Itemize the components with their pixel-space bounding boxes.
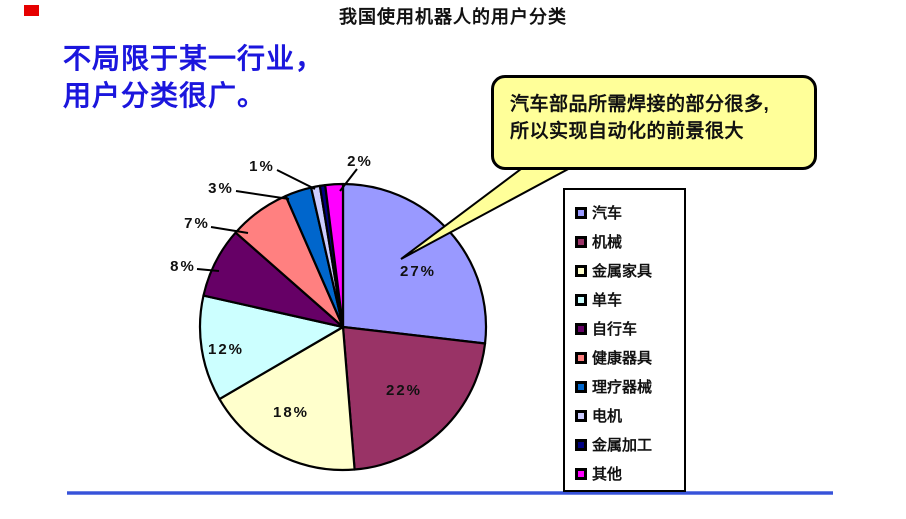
legend-label: 健康器具 [592,350,653,367]
callout-bubble: 汽车部品所需焊接的部分很多, 所以实现自动化的前景很大 [491,75,817,170]
leader-line [339,168,358,192]
legend-item: 汽车 [575,198,678,227]
percent-label: 3% [208,180,234,197]
legend-item: 金属家具 [575,256,678,285]
pie-slice-3 [218,325,356,472]
legend-label: 理疗器械 [592,379,653,396]
legend-item: 其他 [575,459,678,488]
legend-item: 机械 [575,227,678,256]
legend-label: 机械 [592,234,623,251]
legend-swatch [575,351,587,364]
percent-label: 1% [249,158,275,175]
percent-label: 2% [347,153,373,170]
callout-line-1: 汽车部品所需焊接的部分很多, [510,94,770,115]
legend-item: 金属加工 [575,430,678,459]
callout-tail [400,159,586,260]
legend-label: 单车 [592,292,623,309]
legend-item: 电机 [575,401,678,430]
legend-item: 单车 [575,285,678,314]
intro-line-1: 不局限于某一行业， [63,43,325,74]
legend-swatch [575,409,587,422]
percent-label: 8% [170,258,196,275]
pie-slice-4 [198,294,345,401]
legend-item: 理疗器械 [575,372,678,401]
leader-line [276,169,316,190]
percent-label: 7% [184,215,210,232]
legend-swatch [575,206,587,219]
legend-box: 汽车机械金属家具单车自行车健康器具理疗器械电机金属加工其他 [563,188,686,492]
legend-swatch [575,322,587,335]
legend-label: 汽车 [592,205,623,222]
callout-line-2: 所以实现自动化的前景很大 [510,121,745,142]
legend-swatch [575,235,587,248]
red-accent-marker [24,5,39,16]
legend-item: 健康器具 [575,343,678,372]
legend-swatch [575,264,587,277]
intro-text: 不局限于某一行业， 用户分类很广。 [63,40,393,114]
pie-slice-10 [324,182,345,329]
pie-slice-2 [341,325,487,471]
bottom-divider-line [67,491,833,495]
leader-line [196,268,220,272]
legend-swatch [575,438,587,451]
legend-label: 金属家具 [592,263,653,280]
legend-label: 电机 [592,408,623,425]
percent-label: 22% [386,382,422,399]
leader-line [210,226,249,234]
legend-swatch [575,293,587,306]
page-title: 我国使用机器人的用户分类 [339,7,567,27]
percent-label: 27% [400,263,436,280]
percent-label: 12% [208,341,244,358]
legend-label: 其他 [592,466,623,483]
legend-swatch [575,467,587,480]
percent-label: 18% [273,404,309,421]
intro-line-2: 用户分类很广。 [63,80,267,111]
legend-swatch [575,380,587,393]
legend-label: 自行车 [592,321,638,338]
legend-item: 自行车 [575,314,678,343]
leader-line [235,190,290,200]
legend-label: 金属加工 [592,437,653,454]
